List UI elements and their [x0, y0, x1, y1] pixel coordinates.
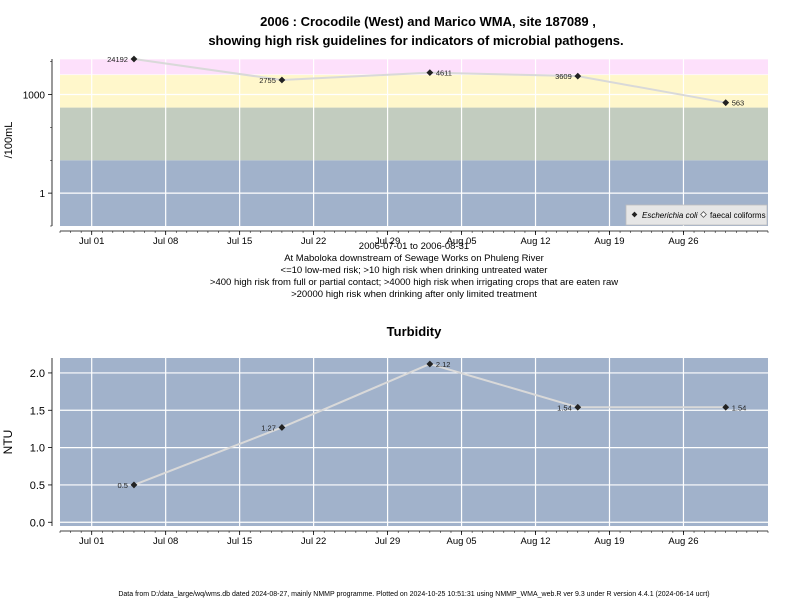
data-point [722, 99, 730, 107]
y-tick-label: 1.5 [30, 405, 45, 417]
data-label: 1.54 [732, 403, 747, 412]
data-point [574, 72, 582, 80]
x-tick-label: Jul 08 [153, 236, 178, 247]
y-tick-label: 0.0 [30, 517, 45, 529]
x-tick-label: Aug 12 [520, 236, 550, 247]
chart1-axes: Jul 01 Jul 08 Jul 15 Jul 22 Jul 29 Aug 05 Aug … [23, 59, 769, 247]
chart1-grid [60, 59, 768, 226]
data-label: 2.12 [436, 360, 451, 369]
legend-label-faecal: faecal coliforms [710, 211, 766, 220]
x-tick-label: Aug 05 [446, 236, 476, 247]
y-tick-label: 0.5 [30, 480, 45, 492]
legend-label-ecoli: Escherichia coli [642, 211, 698, 220]
chart1-legend: Escherichia coli faecal coliforms [625, 204, 768, 226]
data-point [278, 76, 286, 84]
y-tick-label: 1 [39, 189, 45, 200]
x-tick-label: Jul 22 [301, 236, 326, 247]
caption-line: 2006-07-01 to 2006-08-31 [359, 241, 469, 252]
chart2-ylabel: NTU [1, 430, 15, 455]
chart2-grid [60, 358, 768, 526]
chart1-ylabel: /100mL [3, 122, 15, 159]
x-tick-label: Jul 01 [79, 236, 104, 247]
x-tick-label: Aug 26 [668, 536, 698, 547]
caption-line: >20000 high risk when drinking after onl… [291, 289, 537, 300]
data-label: 2755 [259, 76, 276, 85]
y-tick-label: 1.0 [30, 443, 45, 455]
chart2-axes: Jul 01 Jul 08 Jul 15 Jul 22 Jul 29 Aug 05 Aug … [30, 358, 769, 547]
risk-bands [60, 58, 768, 226]
chart2-points: 0.5 1.27 2.12 1.54 1.54 [118, 360, 747, 490]
data-label: 563 [732, 99, 745, 108]
x-tick-label: Jul 29 [375, 236, 400, 247]
x-tick-label: Aug 12 [520, 536, 550, 547]
x-tick-label: Aug 05 [446, 536, 476, 547]
x-tick-label: Aug 19 [594, 236, 624, 247]
data-point [426, 360, 434, 368]
microbial-chart: 2006 : Crocodile (West) and Marico WMA, … [3, 14, 769, 300]
x-tick-label: Jul 01 [79, 536, 104, 547]
legend-marker-ecoli [631, 211, 638, 218]
caption-line: <=10 low-med risk; >10 high risk when dr… [281, 265, 548, 276]
data-label: 4611 [436, 69, 452, 78]
data-point [130, 481, 138, 489]
data-point [722, 403, 730, 411]
chart1-points: 24192 2755 4611 3609 563 [107, 55, 744, 108]
caption-line: >400 high risk from full or partial cont… [210, 277, 618, 288]
y-tick-label: 1000 [23, 90, 46, 101]
x-tick-label: Jul 29 [375, 536, 400, 547]
legend-box [625, 204, 768, 226]
x-tick-label: Jul 08 [153, 536, 178, 547]
data-label: 24192 [107, 55, 128, 64]
chart2-panel [60, 358, 768, 526]
chart2-title: Turbidity [387, 324, 442, 339]
chart1-caption: 2006-07-01 to 2006-08-31 At Maboloka dow… [210, 241, 618, 300]
caption-line: At Maboloka downstream of Sewage Works o… [284, 253, 544, 264]
data-label: 1.27 [261, 423, 276, 432]
risk-band [60, 59, 768, 75]
turbidity-chart: Turbidity 0.51.272.121.54 1.54 Jul 01 Jul … [1, 324, 769, 547]
risk-band [60, 74, 768, 108]
x-tick-label: Aug 19 [594, 536, 624, 547]
data-label: 0.5 [118, 481, 128, 490]
data-point [574, 403, 582, 411]
data-point [426, 69, 434, 77]
x-tick-label: Jul 15 [227, 236, 252, 247]
data-label: 3609 [555, 72, 572, 81]
chart1-subtitle: showing high risk guidelines for indicat… [208, 33, 623, 48]
data-label: 1.54 [557, 403, 572, 412]
x-tick-label: Jul 22 [301, 536, 326, 547]
x-tick-label: Jul 15 [227, 536, 252, 547]
y-tick-label: 2.0 [30, 368, 45, 380]
risk-band [60, 107, 768, 161]
legend-marker-faecal [700, 211, 707, 218]
chart1-title: 2006 : Crocodile (West) and Marico WMA, … [260, 14, 596, 29]
x-tick-label: Aug 26 [668, 236, 698, 247]
footer-note: Data from D:/data_large/wq/wms.db dated … [118, 591, 709, 598]
